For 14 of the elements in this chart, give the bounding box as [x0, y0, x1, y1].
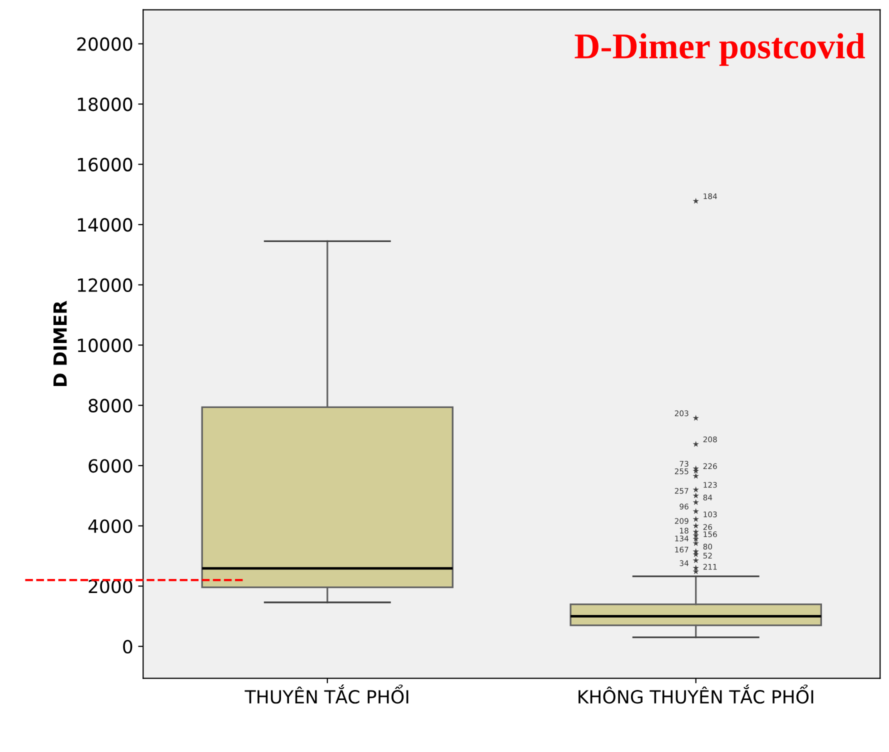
y-axis-title: D DIMER [53, 300, 67, 386]
y-tick-label: 16000 [78, 158, 132, 172]
text: D-Dimer postcovid [574, 33, 865, 66]
y-tick-label: 14000 [78, 218, 132, 232]
y-tick-label: 8000 [88, 398, 132, 412]
y-tick-label: 18000 [78, 98, 132, 112]
x-tick-label: THUYÊN TẮC PHỔI [244, 684, 408, 704]
y-tick-label: 12000 [78, 278, 132, 292]
x-tick-label: KHÔNG THUYÊN TẮC PHỔI [578, 684, 814, 704]
y-tick-label: 6000 [88, 459, 132, 473]
y-tick-label: 10000 [78, 338, 132, 352]
y-tick-label: 20000 [77, 37, 132, 51]
y-tick-label: 0 [123, 640, 132, 654]
y-tick-label: 4000 [88, 519, 132, 533]
